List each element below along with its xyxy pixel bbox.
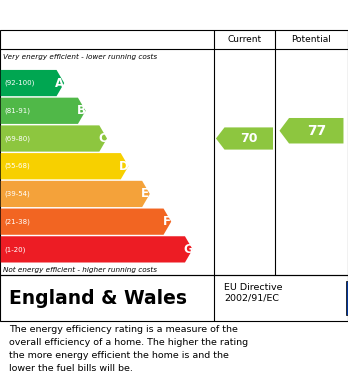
Text: Very energy efficient - lower running costs: Very energy efficient - lower running co…	[3, 54, 158, 60]
Text: Not energy efficient - higher running costs: Not energy efficient - higher running co…	[3, 267, 158, 273]
Text: 77: 77	[307, 124, 326, 138]
Text: A: A	[55, 77, 64, 90]
Text: (39-54): (39-54)	[4, 191, 30, 197]
Polygon shape	[1, 70, 64, 96]
Polygon shape	[1, 153, 128, 179]
Text: (69-80): (69-80)	[4, 135, 30, 142]
Polygon shape	[279, 118, 343, 143]
Text: Potential: Potential	[292, 35, 331, 44]
Polygon shape	[1, 98, 86, 124]
Text: B: B	[77, 104, 86, 117]
Text: Current: Current	[227, 35, 262, 44]
Text: EU Directive
2002/91/EC: EU Directive 2002/91/EC	[224, 283, 283, 302]
Text: Energy Efficiency Rating: Energy Efficiency Rating	[9, 8, 230, 23]
Text: E: E	[141, 187, 149, 201]
Polygon shape	[1, 208, 171, 235]
Text: (21-38): (21-38)	[4, 219, 30, 225]
Text: The energy efficiency rating is a measure of the
overall efficiency of a home. T: The energy efficiency rating is a measur…	[9, 325, 248, 373]
Polygon shape	[1, 236, 193, 262]
Polygon shape	[1, 126, 107, 152]
Text: (81-91): (81-91)	[4, 108, 30, 114]
Text: F: F	[163, 215, 171, 228]
Text: 70: 70	[240, 132, 258, 145]
Text: (55-68): (55-68)	[4, 163, 30, 169]
Text: England & Wales: England & Wales	[9, 289, 187, 307]
Text: G: G	[183, 243, 193, 256]
Text: (92-100): (92-100)	[4, 80, 34, 86]
Text: C: C	[98, 132, 107, 145]
Text: D: D	[119, 160, 129, 173]
Polygon shape	[1, 181, 150, 207]
Text: (1-20): (1-20)	[4, 246, 25, 253]
Polygon shape	[216, 127, 273, 150]
Bar	[346, 280, 348, 316]
